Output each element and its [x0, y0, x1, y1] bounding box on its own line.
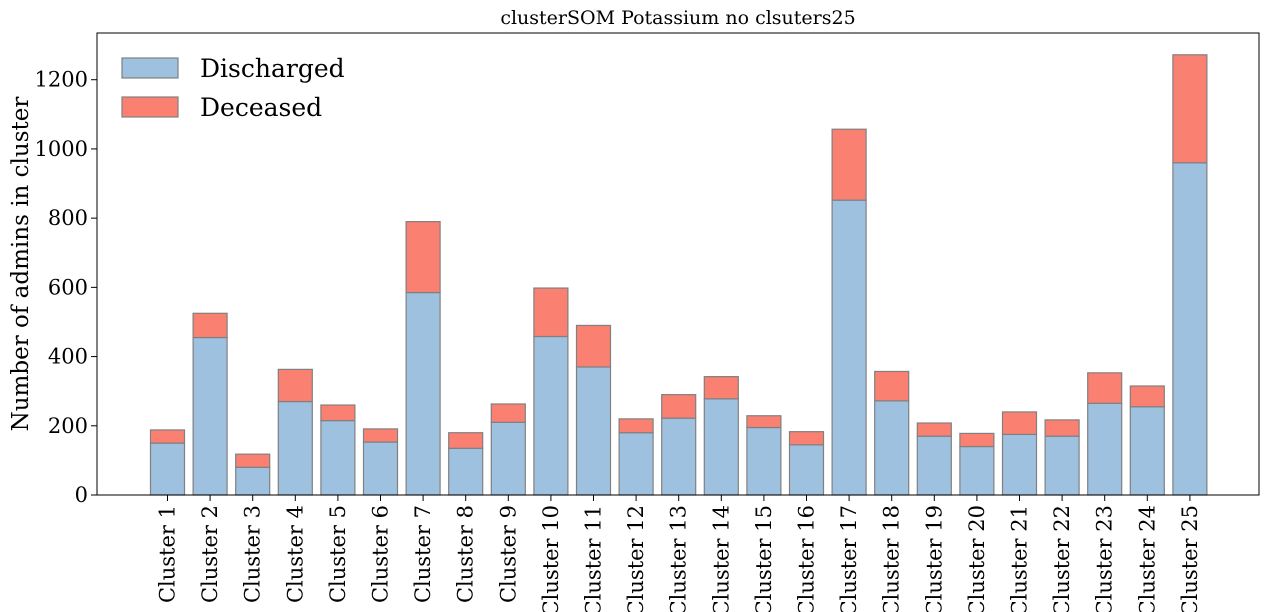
legend-swatch-discharged [121, 57, 179, 79]
x-tick-label: Cluster 7 [411, 505, 435, 603]
bar-deceased-17 [831, 128, 867, 201]
bar-deceased-23 [1087, 372, 1123, 404]
bar-deceased-21 [1001, 411, 1038, 436]
bar-deceased-13 [661, 394, 697, 419]
x-tick-label: Cluster 6 [369, 505, 393, 603]
x-tick-label: Cluster 2 [198, 505, 222, 603]
bar-discharged-11 [575, 366, 612, 496]
bar-discharged-14 [703, 398, 739, 496]
bar-discharged-3 [235, 466, 271, 496]
legend-label-discharged: Discharged [200, 54, 345, 83]
chart-title: clusterSOM Potassium no clsuters25 [500, 7, 855, 29]
bar-discharged-9 [490, 421, 526, 496]
y-tick-label: 1200 [35, 68, 88, 92]
y-axis-label: Number of admins in cluster [8, 97, 34, 432]
bar-deceased-5 [320, 404, 356, 422]
x-tick-label: Cluster 23 [1093, 505, 1117, 612]
bar-deceased-16 [788, 431, 825, 446]
bar-deceased-25 [1172, 54, 1208, 164]
bar-deceased-3 [235, 453, 271, 468]
x-tick-label: Cluster 24 [1135, 505, 1159, 612]
bar-discharged-16 [788, 444, 825, 496]
bar-deceased-18 [874, 370, 910, 402]
bar-discharged-15 [746, 426, 782, 496]
bar-deceased-20 [959, 432, 995, 448]
y-axis: 0 200 400 600 800 1000 1200 [35, 68, 97, 507]
x-tick-label: Cluster 3 [241, 505, 265, 603]
bar-discharged-12 [618, 432, 654, 496]
x-tick-label: Cluster 20 [965, 505, 989, 612]
x-tick-label: Cluster 11 [582, 505, 606, 612]
y-tick-label: 600 [48, 275, 88, 299]
x-tick-label: Cluster 17 [837, 505, 861, 612]
x-tick-label: Cluster 13 [667, 505, 691, 612]
bar-deceased-4 [277, 368, 313, 403]
x-tick-label: Cluster 21 [1008, 505, 1032, 612]
x-tick-label: Cluster 5 [326, 505, 350, 603]
legend-swatch-deceased [121, 96, 179, 118]
x-tick-label: Cluster 16 [795, 505, 819, 612]
x-tick-label: Cluster 14 [709, 505, 733, 612]
x-axis: Cluster 1 Cluster 2 Cluster 3 Cluster 4 Clus… [156, 495, 1202, 612]
plot-frame [96, 32, 1260, 496]
bar-discharged-18 [874, 400, 910, 496]
bar-deceased-15 [746, 415, 782, 429]
bar-discharged-25 [1172, 162, 1208, 496]
bar-deceased-14 [703, 376, 739, 400]
bar-deceased-19 [916, 422, 952, 437]
legend: Discharged Deceased [121, 54, 345, 122]
y-tick-label: 800 [48, 206, 88, 230]
x-tick-label: Cluster 9 [496, 505, 520, 603]
bar-discharged-1 [149, 442, 186, 496]
bars [149, 54, 1208, 496]
x-tick-label: Cluster 4 [283, 505, 307, 603]
bar-discharged-2 [192, 336, 228, 496]
bar-deceased-6 [362, 428, 399, 443]
bar-discharged-8 [448, 447, 484, 496]
bar-deceased-1 [149, 429, 186, 444]
legend-label-deceased: Deceased [200, 93, 322, 122]
bar-discharged-22 [1044, 435, 1080, 496]
bar-discharged-17 [831, 199, 867, 496]
bar-discharged-24 [1129, 406, 1165, 496]
bar-discharged-7 [405, 291, 441, 496]
bar-discharged-23 [1087, 402, 1123, 496]
bar-discharged-13 [661, 417, 697, 496]
bar-discharged-21 [1001, 433, 1038, 496]
x-tick-label: Cluster 1 [156, 505, 180, 603]
x-tick-label: Cluster 25 [1178, 505, 1202, 612]
bar-discharged-5 [320, 420, 356, 496]
bar-deceased-7 [405, 221, 441, 294]
x-tick-label: Cluster 10 [539, 505, 563, 612]
bar-discharged-10 [533, 335, 569, 496]
bar-deceased-11 [575, 324, 612, 368]
y-tick-label: 400 [48, 345, 88, 369]
y-tick-label: 0 [75, 483, 88, 507]
y-tick-label: 200 [48, 414, 88, 438]
x-tick-label: Cluster 12 [624, 505, 648, 612]
x-tick-label: Cluster 22 [1050, 505, 1074, 612]
bar-deceased-24 [1129, 385, 1165, 408]
bar-discharged-4 [277, 400, 313, 496]
x-tick-label: Cluster 19 [922, 505, 946, 612]
bar-discharged-19 [916, 435, 952, 496]
bar-deceased-8 [448, 432, 484, 449]
bar-deceased-9 [490, 403, 526, 423]
y-tick-label: 1000 [35, 137, 88, 161]
bar-deceased-2 [192, 312, 228, 339]
bar-deceased-10 [533, 287, 569, 338]
bar-discharged-20 [959, 445, 995, 496]
bar-discharged-6 [362, 441, 399, 496]
x-tick-label: Cluster 8 [454, 505, 478, 603]
bar-deceased-12 [618, 418, 654, 434]
x-tick-label: Cluster 15 [752, 505, 776, 612]
x-tick-label: Cluster 18 [880, 505, 904, 612]
bar-deceased-22 [1044, 419, 1080, 437]
